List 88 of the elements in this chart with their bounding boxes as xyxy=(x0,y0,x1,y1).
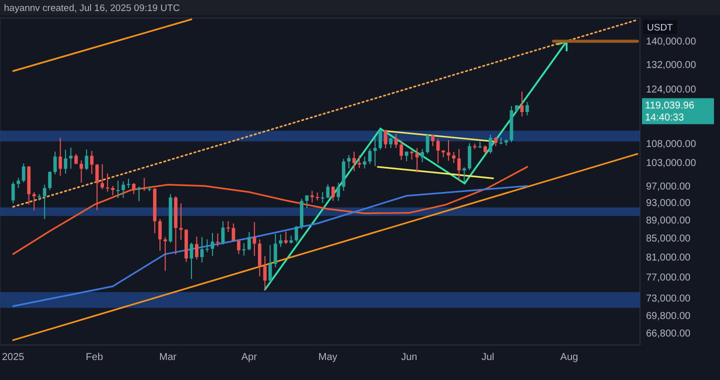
x-tick-label: May xyxy=(318,352,338,363)
candlestick xyxy=(236,240,240,255)
candlestick xyxy=(378,129,382,150)
x-tick-label: Feb xyxy=(86,352,104,363)
candlestick xyxy=(389,137,393,148)
y-tick-label: 132,000.00 xyxy=(646,60,696,71)
candlestick xyxy=(122,180,125,198)
candlestick xyxy=(373,138,377,167)
line-series xyxy=(12,166,528,255)
candlestick xyxy=(452,152,456,164)
candlestick xyxy=(69,147,73,170)
text: hayannv created, Jul 16, 2025 09:19 UTC xyxy=(4,3,180,14)
y-tick-label: 77,000.00 xyxy=(646,272,691,284)
candlestick xyxy=(431,134,434,147)
y-tick-label: 85,000.00 xyxy=(646,234,691,245)
candlestick xyxy=(326,184,330,199)
candlestick xyxy=(242,242,246,256)
candlestick xyxy=(142,177,146,192)
candlestick xyxy=(210,232,214,257)
candlestick xyxy=(305,194,309,209)
candlestick xyxy=(362,156,366,169)
candlestick xyxy=(22,162,26,183)
candlestick xyxy=(268,244,272,283)
candlestick xyxy=(11,181,15,204)
candlestick xyxy=(368,148,372,165)
candlestick xyxy=(410,150,414,160)
x-tick-label: Apr xyxy=(241,352,258,363)
x-tick-label: Mar xyxy=(159,352,178,363)
candlestick xyxy=(195,236,198,260)
x-tick-label: 2025 xyxy=(2,352,25,363)
candlestick xyxy=(336,182,340,202)
candlestick xyxy=(80,160,84,184)
y-tick-label: 89,000.00 xyxy=(646,215,691,226)
y-tick-label: 81,000.00 xyxy=(646,252,691,264)
candlestick xyxy=(278,234,282,248)
candlestick xyxy=(358,154,362,169)
candlestick xyxy=(64,149,68,174)
candlestick xyxy=(16,177,20,188)
candlestick xyxy=(394,133,398,148)
candlestick xyxy=(400,140,404,160)
x-tick-label: Jul xyxy=(481,352,494,363)
candlestick xyxy=(164,236,167,272)
candlestick xyxy=(53,151,57,175)
x-tick-label: Aug xyxy=(560,352,578,363)
candlestick xyxy=(310,190,314,204)
candlestick xyxy=(347,154,351,169)
candlestick xyxy=(352,151,356,172)
candlestick xyxy=(252,222,256,257)
candlestick xyxy=(415,147,419,173)
candlestick xyxy=(258,238,262,277)
candlestick xyxy=(462,166,466,182)
y-tick-label: 69,800.00 xyxy=(646,311,691,322)
candlestick xyxy=(320,192,324,204)
candlestick xyxy=(221,220,225,246)
y-tick-label: 103,000.00 xyxy=(646,158,696,169)
text: 14:40:33 xyxy=(645,112,684,124)
candlestick xyxy=(247,232,251,251)
candlestick xyxy=(420,148,424,163)
y-tick-label: 108,000.00 xyxy=(646,139,696,150)
candlestick xyxy=(84,148,88,170)
candlestick xyxy=(158,218,162,252)
candlestick xyxy=(206,238,209,253)
candlestick xyxy=(294,226,298,243)
candlestick xyxy=(216,232,220,247)
x-tick-label: Jun xyxy=(401,352,418,363)
y-tick-label: 73,000.00 xyxy=(646,294,691,305)
candlestick xyxy=(331,186,335,202)
candlestick xyxy=(95,164,99,211)
text: 119,039.96 xyxy=(645,100,695,112)
candlestick xyxy=(111,185,114,196)
candlestick xyxy=(32,192,36,211)
candlestick xyxy=(132,182,136,195)
candlestick xyxy=(384,129,388,149)
candlestick xyxy=(58,137,62,176)
y-tick-label: 97,000.00 xyxy=(646,181,691,192)
y-tick-label: 124,000.00 xyxy=(646,84,696,96)
candlestick xyxy=(100,164,104,190)
candlestick xyxy=(42,184,46,220)
y-tick-label: 140,000.00 xyxy=(646,36,696,48)
candlestick xyxy=(263,256,267,290)
candlestick xyxy=(274,233,278,268)
candlestick xyxy=(90,150,94,174)
candlestick xyxy=(48,170,52,191)
y-tick-label: 66,800.00 xyxy=(646,328,691,340)
candlestick xyxy=(526,102,529,116)
y-tick-label: 93,000.00 xyxy=(646,198,691,210)
text: USDT xyxy=(647,22,674,34)
line-series xyxy=(12,185,528,307)
